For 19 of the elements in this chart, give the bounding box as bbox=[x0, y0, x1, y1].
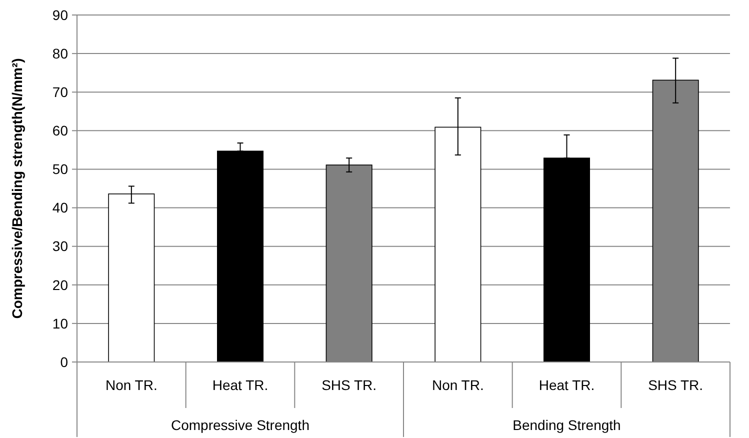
y-tick-label: 60 bbox=[52, 122, 68, 139]
y-tick-label: 70 bbox=[52, 84, 68, 100]
y-tick-label: 80 bbox=[52, 45, 68, 62]
y-tick-label: 50 bbox=[52, 161, 68, 178]
y-tick-label: 0 bbox=[60, 354, 68, 370]
x-tick-label: Heat TR. bbox=[212, 377, 268, 393]
x-tick-label: SHS TR. bbox=[648, 377, 704, 393]
y-tick-label: 20 bbox=[52, 276, 68, 293]
text: Compressive Strength bbox=[170, 417, 310, 433]
x-tick-label: Non TR. bbox=[105, 377, 158, 393]
y-tick-label: 90 bbox=[52, 6, 68, 23]
text: Bending Strength bbox=[512, 417, 621, 433]
y-axis-title: Compressive/Bending strength(N/mm²) bbox=[9, 58, 25, 319]
y-tick-label: 30 bbox=[52, 238, 68, 254]
x-tick-label: Heat TR. bbox=[538, 377, 595, 393]
x-tick-label: Non TR. bbox=[432, 377, 484, 393]
y-tick-label: 40 bbox=[52, 200, 68, 216]
y-tick-label: 10 bbox=[52, 315, 68, 332]
x-tick-label: SHS TR. bbox=[322, 377, 377, 393]
